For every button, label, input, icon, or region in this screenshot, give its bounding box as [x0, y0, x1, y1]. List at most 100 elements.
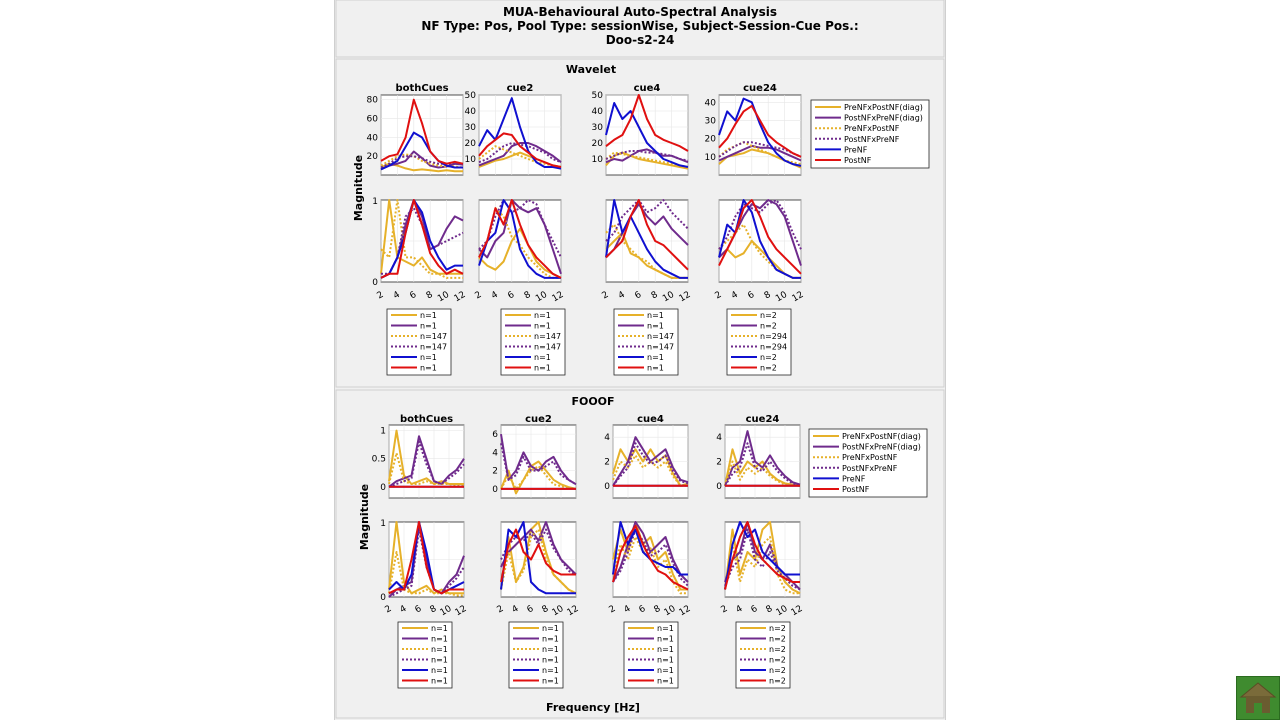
- legend-label: PreNFxPostNF: [844, 124, 900, 133]
- x-tick-label: 12: [454, 604, 469, 618]
- home-button[interactable]: [1236, 676, 1280, 720]
- x-tick-label: 8: [763, 290, 773, 302]
- y-tick-label: 30: [592, 123, 604, 133]
- y-tick-label: 40: [465, 107, 477, 117]
- wavelet-raw-axes-cue4: [605, 94, 689, 176]
- wavelet-n-legend-bothCues: [386, 308, 452, 376]
- series-line-raw-PostNFxPreNF: [612, 442, 689, 487]
- series-line-raw-PreNFxPostNF: [500, 465, 577, 490]
- n-legend-label: n=1: [647, 322, 664, 331]
- y-tick-label: 2: [492, 467, 498, 477]
- series-line-raw-PostNF: [718, 104, 802, 158]
- fooof-section-title: FOOOF: [571, 395, 614, 408]
- series-line-raw-PostNFxPreNF(diag): [388, 435, 465, 488]
- series-line-norm-PreNFxPostNF: [612, 536, 688, 595]
- x-tick-label: 8: [429, 604, 439, 616]
- wavelet-panel-title-cue2: cue2: [507, 83, 534, 94]
- figure-title-line-3: Doo-s2-24: [606, 33, 675, 47]
- series-line-norm-PostNF: [718, 199, 802, 275]
- legend-label: PreNFxPostNF(diag): [844, 103, 923, 112]
- series-line-norm-PostNFxPreNF: [718, 199, 802, 250]
- series-line-raw-PreNFxPostNF(diag): [605, 151, 689, 170]
- n-legend-label: n=294: [760, 343, 787, 352]
- legend-label: PostNFxPreNF(diag): [842, 443, 921, 452]
- x-tick-label: 6: [633, 290, 643, 302]
- n-legend-label: n=2: [769, 635, 786, 644]
- series-line-norm-PostNFxPreNF(diag): [605, 203, 689, 259]
- y-tick-label: 50: [465, 91, 477, 101]
- series-line-norm-PreNF: [724, 521, 800, 590]
- n-legend-label: n=1: [534, 353, 551, 362]
- n-legend-label: n=1: [657, 624, 674, 633]
- y-tick-label: 80: [367, 96, 379, 106]
- series-line-raw-PreNFxPostNF(diag): [500, 460, 577, 495]
- n-legend-label: n=1: [542, 624, 559, 633]
- y-tick-label: 0: [372, 278, 378, 288]
- fooof-y-axis-label: Magnitude: [358, 484, 371, 550]
- wavelet-n-legend-cue2: [500, 308, 566, 376]
- fooof-panel-title-cue4: cue4: [637, 414, 664, 425]
- series-line-raw-PreNF: [718, 97, 802, 167]
- x-tick-label: 4: [623, 604, 633, 616]
- series-line-norm-PreNFxPostNF(diag): [605, 231, 688, 279]
- series-line-norm-PostNF: [388, 521, 464, 595]
- y-tick-label: 40: [592, 107, 604, 117]
- x-tick-label: 8: [523, 290, 533, 302]
- y-tick-label: 60: [367, 115, 379, 125]
- legend-label: PostNFxPreNF: [842, 464, 898, 473]
- y-tick-label: 20: [705, 135, 717, 145]
- series-line-norm-PostNFxPreNF(diag): [612, 521, 689, 583]
- x-tick-label: 6: [414, 604, 424, 616]
- x-tick-label: 8: [541, 604, 551, 616]
- x-tick-label: 8: [425, 290, 435, 302]
- x-tick-label: 2: [474, 290, 484, 302]
- series-line-raw-PostNFxPreNF(diag): [612, 436, 689, 487]
- wavelet-series-legend: [810, 99, 930, 169]
- legend-label: PreNF: [844, 145, 868, 154]
- y-tick-label: 0.5: [372, 455, 386, 465]
- series-line-raw-PreNF: [478, 97, 562, 170]
- series-line-raw-PreNF: [605, 102, 689, 168]
- x-tick-label: 2: [608, 604, 618, 616]
- y-tick-label: 4: [716, 433, 722, 443]
- wavelet-panel-title-cue24: cue24: [743, 83, 777, 94]
- figure-window: MUA-Behavioural Auto-Spectral Analysis N…: [334, 0, 946, 720]
- n-legend-label: n=147: [420, 343, 447, 352]
- x-tick-label: 12: [566, 604, 581, 618]
- series-line-norm-PreNFxPostNF: [500, 528, 577, 595]
- n-legend-label: n=1: [420, 322, 437, 331]
- series-line-norm-PreNF: [718, 199, 801, 279]
- n-legend-label: n=1: [431, 624, 448, 633]
- series-line-raw-PreNFxPostNF: [388, 452, 464, 487]
- series-line-norm-PreNF: [380, 199, 463, 279]
- x-tick-label: 6: [408, 290, 418, 302]
- n-legend-label: n=1: [431, 656, 448, 665]
- y-tick-label: 4: [604, 433, 610, 443]
- n-legend-label: n=1: [542, 677, 559, 686]
- wavelet-panel-title-bothCues: bothCues: [395, 83, 448, 94]
- figure-title-line-2: NF Type: Pos, Pool Type: sessionWise, Su…: [421, 19, 858, 33]
- series-line-norm-PostNFxPreNF: [478, 199, 562, 258]
- n-legend-label: n=1: [431, 645, 448, 654]
- series-line-raw-PostNFxPreNF(diag): [605, 148, 689, 164]
- n-legend-label: n=1: [431, 666, 448, 675]
- n-legend-label: n=1: [431, 677, 448, 686]
- n-legend-label: n=147: [420, 332, 447, 341]
- x-tick-label: 8: [650, 290, 660, 302]
- n-legend-label: n=1: [657, 677, 674, 686]
- y-tick-label: 40: [705, 98, 717, 108]
- x-tick-label: 6: [746, 290, 756, 302]
- y-tick-label: 0: [604, 482, 610, 492]
- n-legend-label: n=147: [534, 343, 561, 352]
- n-legend-label: n=1: [542, 656, 559, 665]
- series-line-raw-PostNFxPreNF: [500, 443, 577, 486]
- legend-label: PostNFxPreNF: [844, 135, 900, 144]
- series-line-norm-PostNF: [724, 521, 800, 590]
- y-tick-label: 50: [592, 91, 604, 101]
- x-tick-label: 4: [511, 604, 521, 616]
- fooof-n-legend-cue4: [623, 621, 679, 689]
- fooof-n-legend-cue2: [508, 621, 564, 689]
- n-legend-label: n=1: [542, 666, 559, 675]
- n-legend-label: n=1: [420, 311, 437, 320]
